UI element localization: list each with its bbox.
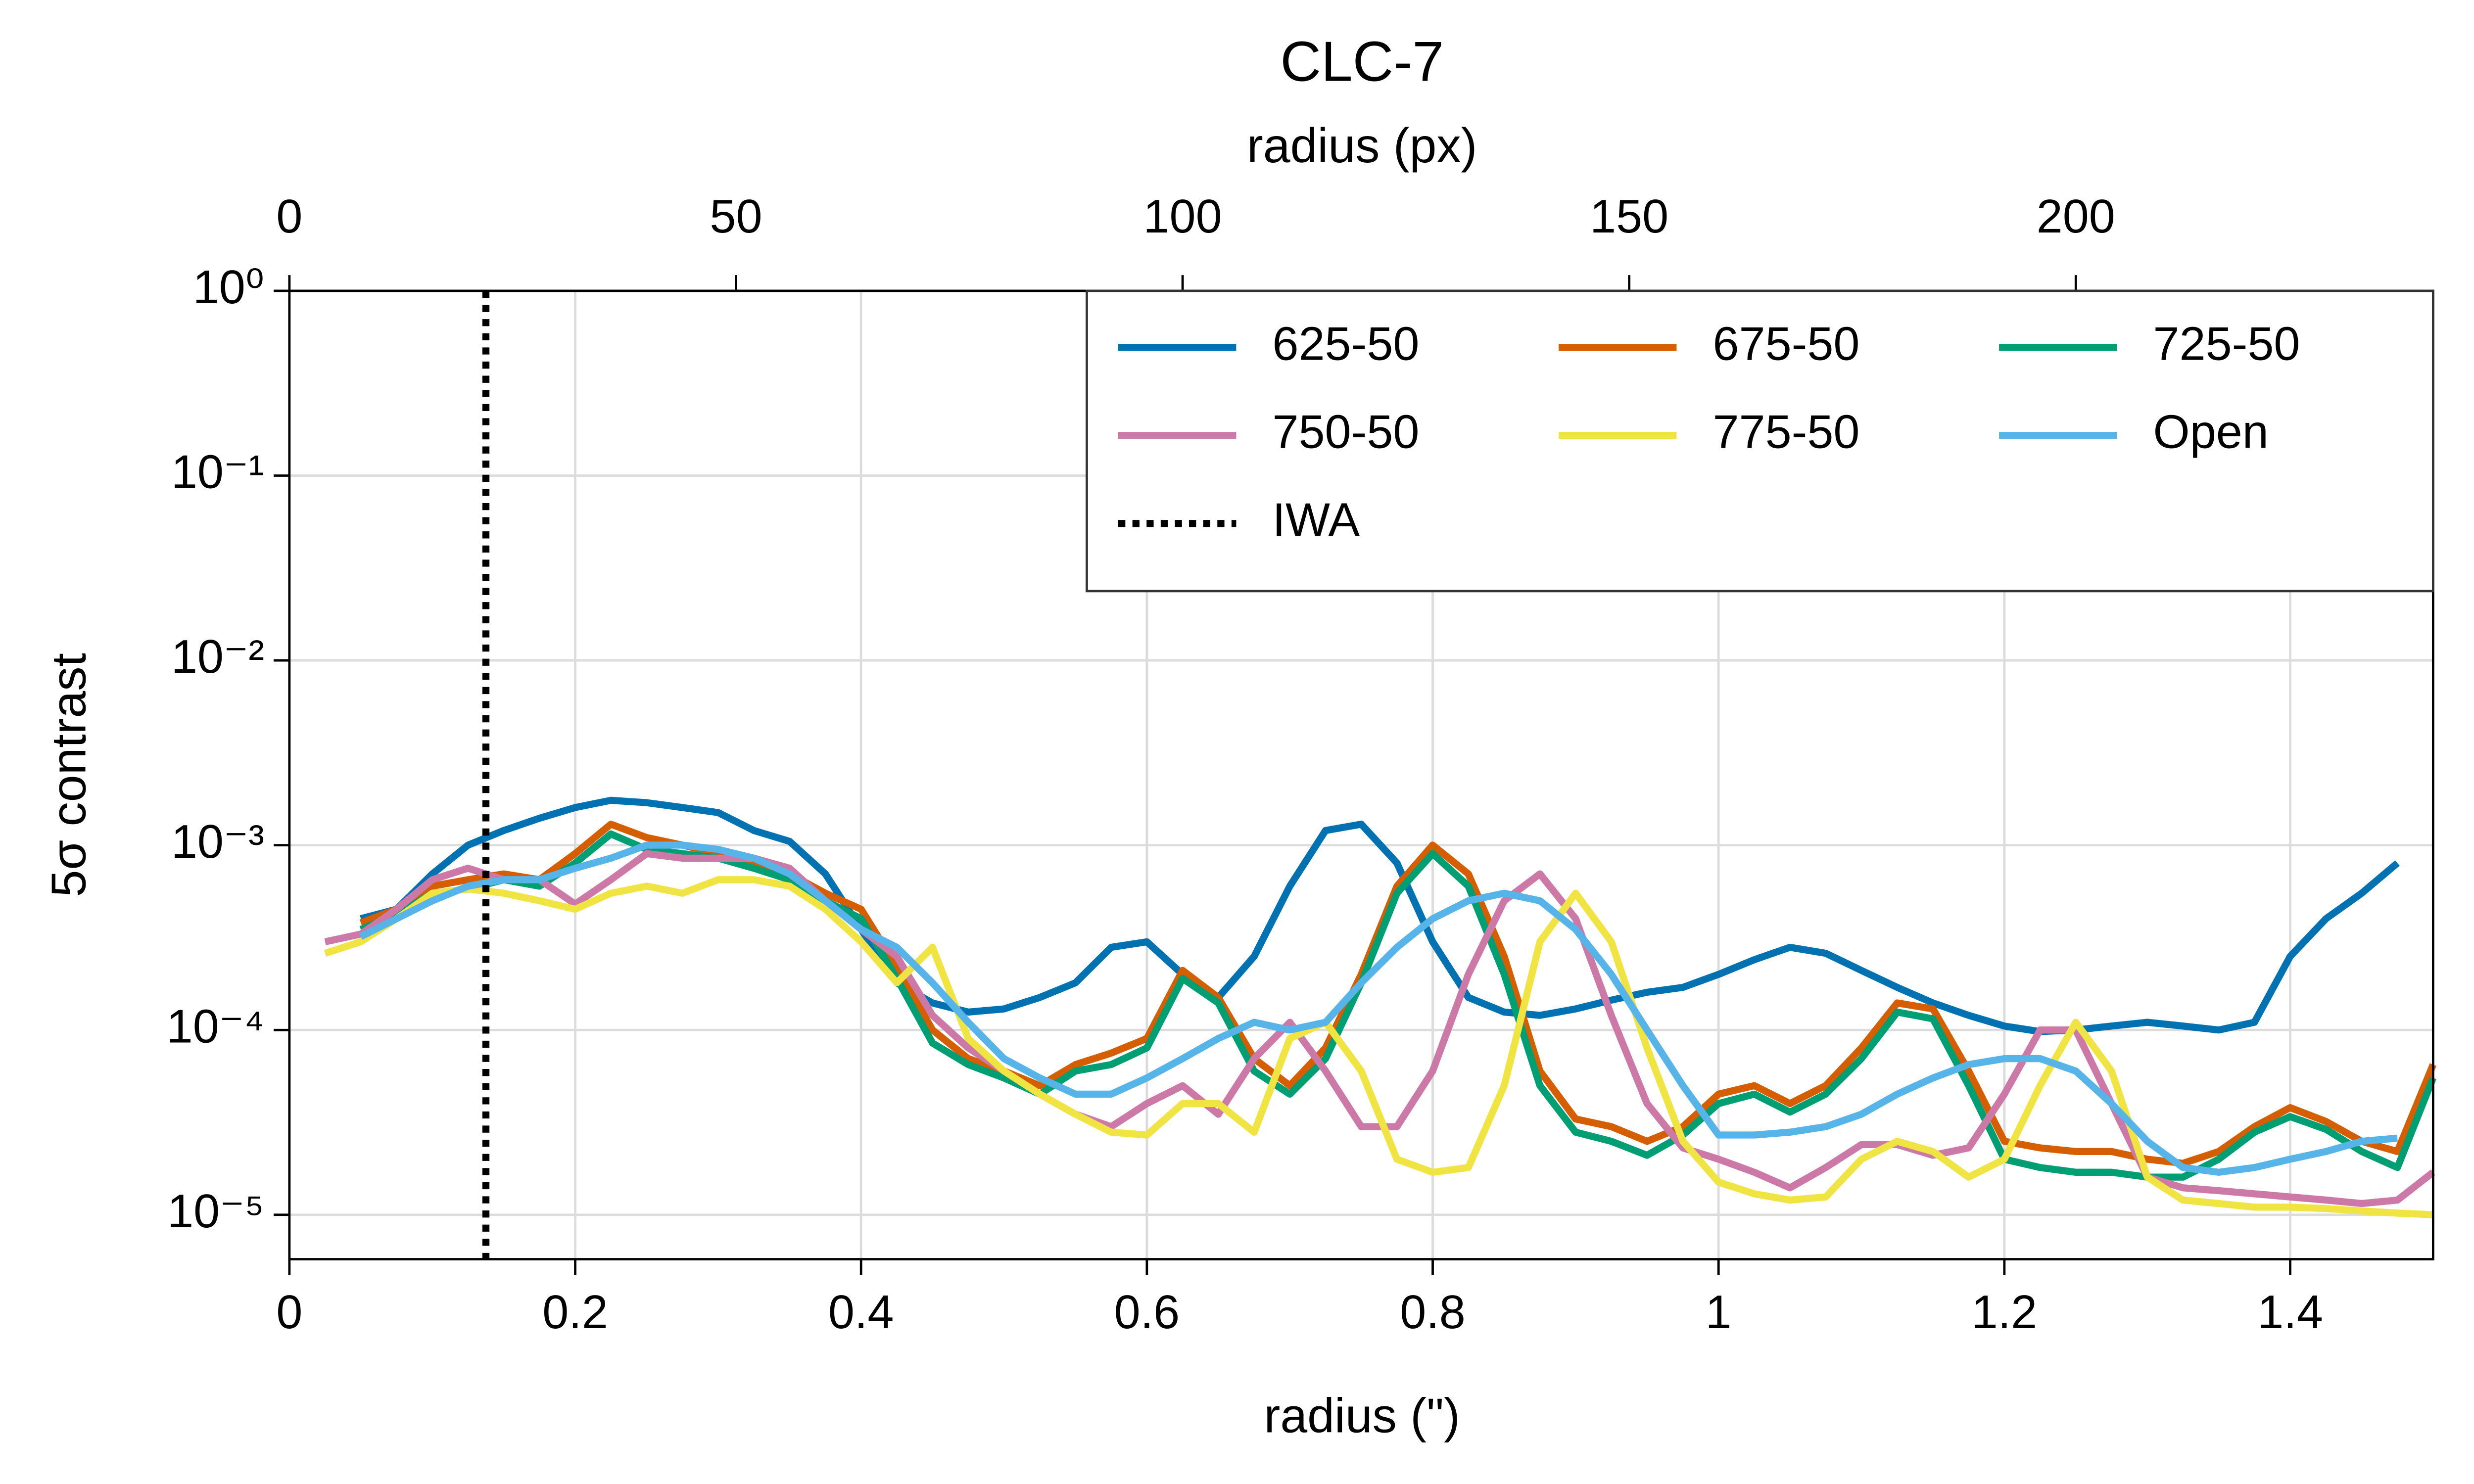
y-tick-label: 10⁻⁵ (167, 1185, 264, 1238)
legend-label: 725-50 (2153, 318, 2300, 371)
x2-tick-label: 150 (1590, 190, 1668, 243)
y-tick-label: 10⁰ (193, 261, 264, 314)
y-tick-label: 10⁻² (171, 631, 264, 683)
legend-label: 675-50 (1713, 318, 1860, 371)
x-tick-label: 0.2 (542, 1286, 608, 1339)
legend-label: 775-50 (1713, 406, 1860, 458)
legend-label: 625-50 (1273, 318, 1420, 371)
series-line (324, 850, 2435, 1207)
x-axis-label: radius (") (1264, 1389, 1460, 1443)
y-tick-label: 10⁻³ (171, 816, 264, 868)
top-axis-label: radius (px) (1247, 118, 1477, 173)
x-tick-label: 1 (1706, 1286, 1732, 1339)
legend-label: Open (2153, 406, 2269, 458)
series-line (360, 796, 2400, 1035)
legend-label: IWA (1273, 494, 1360, 546)
legend-label: 750-50 (1273, 406, 1420, 458)
x2-tick-label: 200 (2037, 190, 2115, 243)
x-tick-label: 0 (276, 1286, 302, 1339)
chart-title: CLC-7 (1280, 30, 1444, 93)
series-line (359, 841, 2398, 1176)
y-tick-label: 10⁻⁴ (167, 1000, 264, 1053)
x-tick-label: 1.2 (1972, 1286, 2038, 1339)
x2-tick-label: 100 (1143, 190, 1222, 243)
x2-tick-label: 50 (710, 190, 762, 243)
x-tick-label: 0.8 (1400, 1286, 1466, 1339)
series-line (324, 876, 2433, 1218)
x-tick-label: 0.6 (1114, 1286, 1180, 1339)
y-tick-label: 10⁻¹ (171, 446, 264, 499)
y-axis-label: 5σ contrast (41, 653, 95, 897)
legend-box (1086, 289, 2434, 593)
x-tick-label: 0.4 (828, 1286, 894, 1339)
x2-tick-label: 0 (276, 190, 302, 243)
x-tick-label: 1.4 (2257, 1286, 2323, 1339)
